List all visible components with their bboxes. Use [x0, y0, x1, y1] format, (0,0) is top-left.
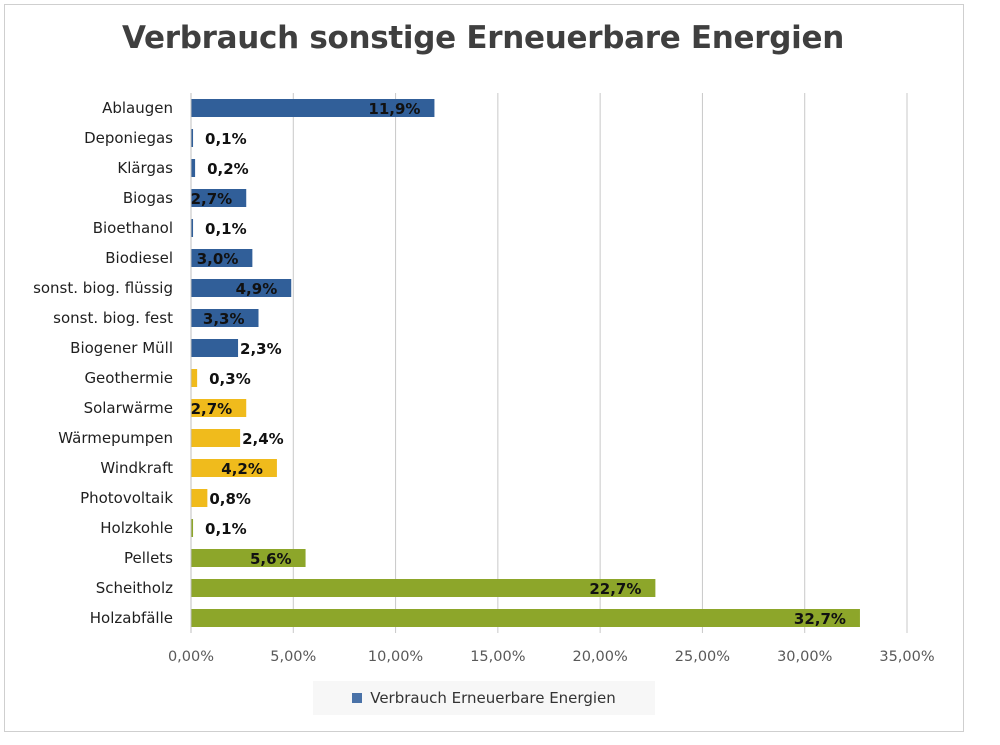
data-label: 0,3% [209, 370, 251, 388]
legend-swatch [352, 693, 363, 703]
data-label: 2,3% [240, 340, 282, 358]
bar [191, 429, 241, 447]
bar [191, 459, 277, 477]
bar [191, 399, 247, 417]
data-label: 0,1% [205, 220, 247, 238]
x-tick-label: 25,00% [675, 649, 730, 665]
chart-title: Verbrauch sonstige Erneuerbare Energien [122, 20, 844, 56]
data-label: 32,7% [794, 610, 846, 628]
x-tick-label: 20,00% [572, 649, 627, 665]
category-label: Biodiesel [105, 249, 173, 267]
bar [191, 489, 208, 507]
data-label: 0,8% [209, 490, 251, 508]
legend-label: Verbrauch Erneuerbare Energien [370, 689, 616, 707]
bar [191, 369, 198, 387]
data-label: 2,4% [242, 430, 284, 448]
category-label: Deponiegas [84, 129, 173, 147]
data-label: 3,0% [197, 250, 239, 268]
bar [191, 249, 253, 267]
bar [191, 279, 292, 297]
data-label: 4,9% [236, 280, 278, 298]
data-label: 11,9% [368, 100, 420, 118]
bar [191, 99, 435, 117]
x-tick-label: 35,00% [879, 649, 934, 665]
category-label: sonst. biog. flüssig [33, 279, 173, 297]
category-label: Bioethanol [93, 219, 173, 237]
bar [191, 219, 194, 237]
bar [191, 339, 239, 357]
category-label: sonst. biog. fest [53, 309, 173, 327]
data-label: 2,7% [191, 190, 233, 208]
data-label: 5,6% [250, 550, 292, 568]
x-tick-label: 15,00% [470, 649, 525, 665]
category-label: Biogener Müll [70, 339, 173, 357]
category-label: Wärmepumpen [58, 429, 173, 447]
bar [191, 519, 194, 537]
category-label: Scheitholz [96, 579, 173, 597]
category-label: Klärgas [117, 159, 173, 177]
category-label: Photovoltaik [80, 489, 173, 507]
category-label: Holzabfälle [90, 609, 173, 627]
data-label: 2,7% [191, 400, 233, 418]
category-label: Holzkohle [100, 519, 173, 537]
category-label: Geothermie [84, 369, 173, 387]
data-label: 0,2% [207, 160, 249, 178]
data-label: 4,2% [221, 460, 263, 478]
bar [191, 609, 860, 627]
category-label: Biogas [123, 189, 173, 207]
data-label: 0,1% [205, 520, 247, 538]
x-tick-label: 30,00% [777, 649, 832, 665]
data-label: 22,7% [589, 580, 641, 598]
x-tick-label: 10,00% [368, 649, 423, 665]
category-label: Windkraft [100, 459, 173, 477]
bar [191, 549, 306, 567]
bar [191, 189, 247, 207]
bar [191, 309, 259, 327]
category-label: Solarwärme [84, 399, 173, 417]
category-label: Ablaugen [102, 99, 173, 117]
data-label: 3,3% [203, 310, 245, 328]
bar [191, 129, 194, 147]
legend: Verbrauch Erneuerbare Energien [313, 681, 655, 715]
bar [191, 159, 196, 177]
x-tick-label: 5,00% [270, 649, 316, 665]
x-tick-label: 0,00% [168, 649, 214, 665]
category-label: Pellets [124, 549, 173, 567]
bar [191, 579, 656, 597]
data-label: 0,1% [205, 130, 247, 148]
